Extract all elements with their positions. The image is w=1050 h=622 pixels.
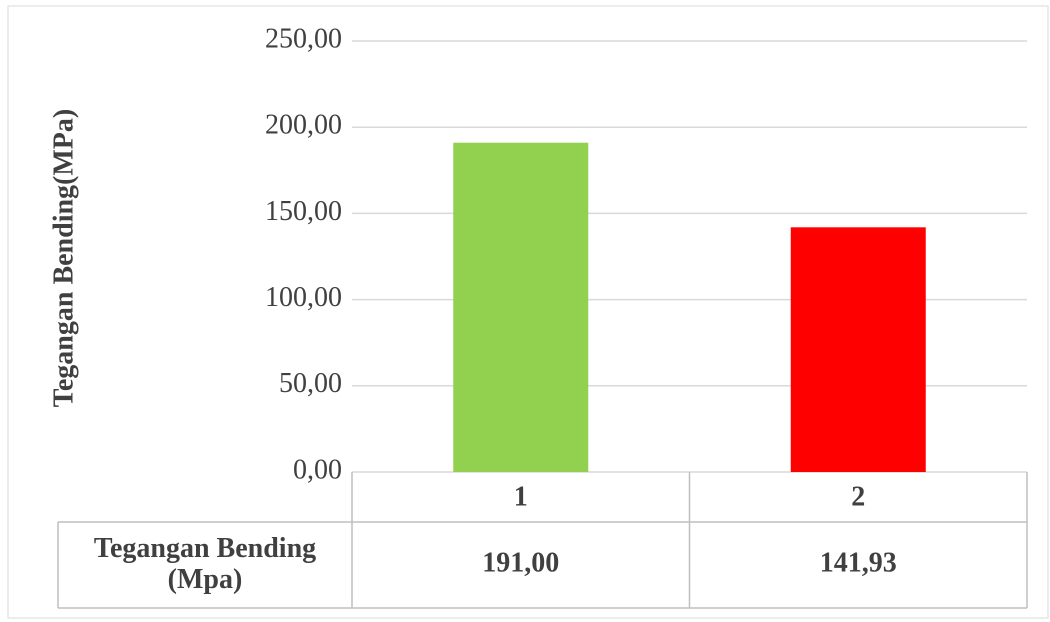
y-tick-label: 50,00	[279, 368, 342, 399]
y-axis-label: Tegangan Bending(MPa)	[48, 109, 79, 407]
y-tick-label: 0,00	[293, 454, 342, 485]
x-tick-label: 1	[514, 481, 528, 512]
table-row-header: Tegangan Bending (Mpa)	[58, 522, 352, 608]
series-name: Tegangan Bending (Mpa)	[93, 533, 317, 595]
y-tick-label: 150,00	[265, 196, 342, 227]
bar	[453, 142, 589, 472]
y-tick-label: 250,00	[265, 23, 342, 54]
chart-frame	[7, 5, 1049, 619]
y-tick-label: 100,00	[265, 282, 342, 313]
table-value: 191,00	[482, 547, 559, 578]
bar	[790, 227, 926, 472]
y-tick-label: 200,00	[265, 110, 342, 141]
table-value: 141,93	[820, 547, 897, 578]
x-tick-label: 2	[851, 481, 865, 512]
